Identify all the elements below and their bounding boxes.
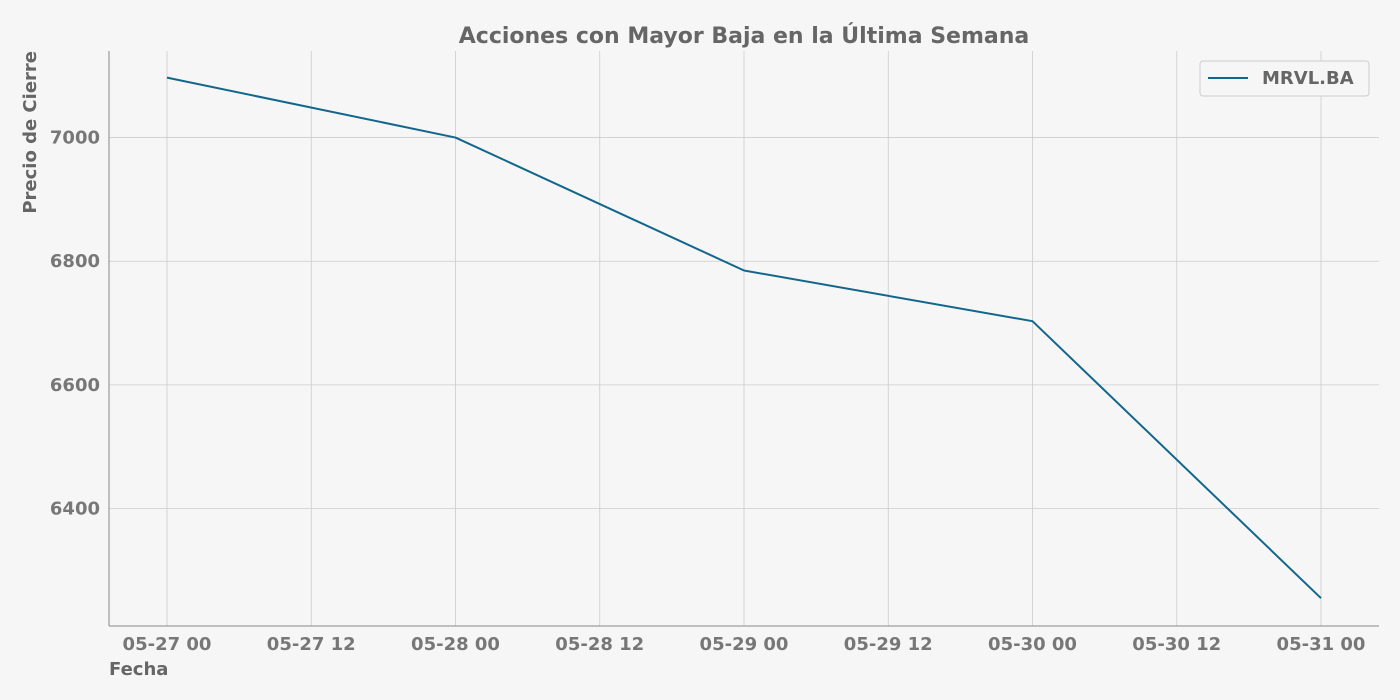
y-tick-label: 6400 [50,499,100,520]
y-grid [109,137,1379,509]
legend-label: MRVL.BA [1262,68,1354,89]
y-tick-labels: 6400 6600 6800 7000 [50,128,100,520]
x-tick-label: 05-29 00 [700,634,789,655]
y-tick-label: 7000 [50,128,100,149]
y-axis-label: Precio de Cierre [20,51,41,214]
x-tick-labels: 05-27 00 05-27 12 05-28 00 05-28 12 05-29 00… [123,634,1366,655]
legend: MRVL.BA [1199,60,1370,97]
x-axis-label: Fecha [109,659,168,680]
x-tick-label: 05-29 12 [844,634,933,655]
legend-box [1199,60,1370,97]
x-tick-label: 05-27 00 [123,634,212,655]
x-tick-label: 05-27 12 [267,634,356,655]
x-grid [166,51,1322,626]
chart-title: Acciones con Mayor Baja en la Última Sem… [459,23,1030,49]
x-tick-label: 05-28 00 [411,634,500,655]
series-layer [166,76,1322,599]
x-tick-label: 05-30 00 [988,634,1077,655]
y-tick-label: 6600 [50,375,100,396]
x-tick-label: 05-28 12 [555,634,644,655]
x-tick-label: 05-30 12 [1132,634,1221,655]
x-tick-label: 05-31 00 [1277,634,1366,655]
y-tick-label: 6800 [50,251,100,272]
